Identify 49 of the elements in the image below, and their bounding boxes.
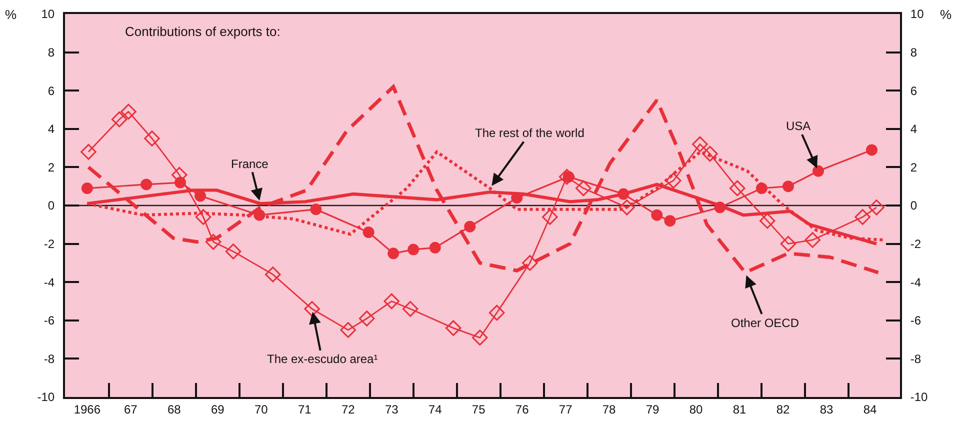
y-axis-title: % [5, 7, 17, 22]
y-tick-label: 2 [48, 160, 55, 174]
x-tick-label: 70 [254, 402, 268, 416]
x-tick-label: 77 [558, 402, 573, 416]
x-tick-label: 82 [776, 402, 790, 416]
x-tick-label: 78 [602, 402, 616, 416]
y-tick-label: -2 [44, 237, 55, 251]
annotation: Contributions of exports to: [125, 24, 280, 39]
y-tick-label: -4 [44, 275, 55, 290]
y2-tick-label: -8 [910, 352, 922, 366]
y2-tick-label: 2 [910, 160, 918, 174]
x-tick-label: 69 [210, 402, 225, 416]
y2-tick-label: 0 [910, 198, 918, 213]
text: USA [786, 119, 811, 133]
y-tick-label: -10 [37, 390, 55, 404]
x-tick-label: 81 [732, 402, 747, 416]
y-tick-label: -6 [44, 314, 55, 328]
x-tick-label: 67 [124, 402, 138, 416]
y2-tick-label: 10 [910, 7, 924, 22]
x-tick-label: 1966 [74, 402, 101, 416]
y2-tick-label: -6 [910, 314, 922, 328]
x-tick-label: 74 [428, 402, 442, 416]
y2-tick-label: -4 [910, 275, 922, 290]
y2-tick-label: 6 [910, 84, 918, 98]
text: The ex-escudo area¹ [267, 352, 378, 366]
y-tick-label: 4 [48, 122, 55, 136]
y-tick-label: 6 [48, 84, 55, 98]
y2-tick-label: 8 [910, 46, 918, 60]
y-tick-label: 8 [48, 46, 55, 60]
x-tick-label: 71 [298, 402, 312, 416]
y-tick-label: -8 [44, 352, 55, 366]
y-tick-label: 0 [48, 198, 55, 213]
x-tick-label: 83 [820, 402, 834, 416]
y2-tick-label: 4 [910, 122, 918, 136]
series-label: France [231, 157, 269, 171]
x-tick-label: 72 [341, 402, 356, 416]
x-tick-label: 84 [863, 402, 877, 416]
y-tick-label: 10 [41, 7, 55, 22]
text: The rest of the world [475, 126, 584, 140]
y2-axis-title: % [940, 7, 952, 22]
x-tick-label: 80 [689, 402, 704, 416]
x-tick-label: 75 [472, 402, 486, 416]
x-tick-label: 79 [646, 402, 660, 416]
y2-tick-label: -2 [910, 237, 922, 251]
x-tick-label: 73 [384, 402, 399, 416]
y2-tick-label: -10 [910, 390, 928, 404]
x-tick-label: 76 [515, 402, 530, 416]
x-tick-label: 68 [167, 402, 182, 416]
text: Other OECD [731, 316, 800, 330]
